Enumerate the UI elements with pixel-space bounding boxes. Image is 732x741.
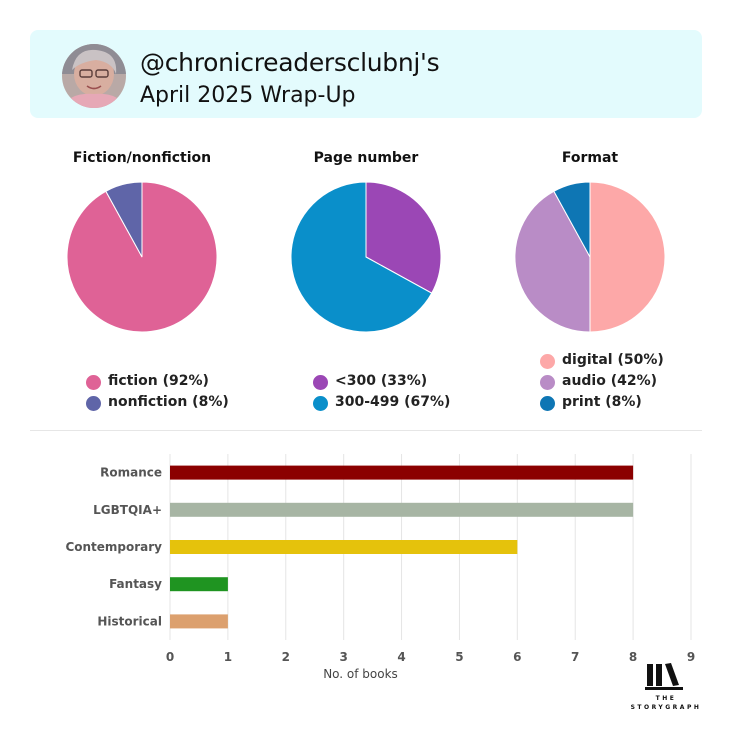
pie-slice-0[interactable] — [365, 181, 442, 294]
y-category-label: Historical — [97, 614, 162, 628]
pie-slice-1[interactable] — [105, 181, 143, 258]
legend-swatch — [540, 375, 555, 390]
x-tick-label: 8 — [629, 650, 637, 664]
pie-fiction-nonfiction: Fiction/nonfiction — [42, 150, 242, 420]
legend-swatch — [313, 375, 328, 390]
legend-swatch — [313, 396, 328, 411]
y-category-label: Fantasy — [109, 577, 162, 591]
user-handle: @chronicreadersclubnj's — [140, 48, 440, 77]
section-divider — [30, 430, 702, 431]
legend-swatch — [86, 375, 101, 390]
pie-chart — [290, 181, 442, 333]
logo-text-storygraph: STORYGRAPH — [630, 704, 702, 711]
x-tick-label: 5 — [455, 650, 463, 664]
legend-label: nonfiction (8%) — [108, 394, 229, 410]
bar-lgbtqia-[interactable] — [170, 502, 634, 517]
pie-slice-0[interactable] — [589, 181, 666, 333]
legend-swatch — [86, 396, 101, 411]
x-tick-label: 3 — [339, 650, 347, 664]
legend-label: print (8%) — [562, 394, 642, 410]
x-tick-label: 7 — [571, 650, 579, 664]
x-tick-label: 6 — [513, 650, 521, 664]
bar-historical[interactable] — [170, 614, 228, 629]
pie-slice-2[interactable] — [553, 181, 591, 258]
legend-label: 300-499 (67%) — [335, 394, 451, 410]
x-tick-label: 9 — [687, 650, 695, 664]
legend-label: digital (50%) — [562, 352, 664, 368]
storygraph-logo[interactable]: THE STORYGRAPH — [626, 660, 706, 715]
x-tick-label: 0 — [166, 650, 174, 664]
y-category-label: LGBTQIA+ — [93, 503, 162, 517]
pie-slice-1[interactable] — [514, 190, 591, 333]
x-tick-label: 2 — [282, 650, 290, 664]
page-title: April 2025 Wrap-Up — [140, 83, 356, 108]
pie-format: Format — [490, 150, 690, 420]
y-category-label: Romance — [100, 466, 162, 480]
logo-text-the: THE — [655, 695, 677, 702]
pie-title: Page number — [313, 150, 419, 166]
legend-label: audio (42%) — [562, 373, 658, 389]
wrapup-header: @chronicreadersclubnj's April 2025 Wrap-… — [30, 30, 702, 118]
pie-title: Format — [561, 150, 619, 166]
avatar[interactable] — [62, 44, 126, 108]
bar-fantasy[interactable] — [170, 577, 228, 592]
bar-romance[interactable] — [170, 465, 634, 480]
pie-title: Fiction/nonfiction — [72, 150, 212, 166]
x-tick-label: 1 — [224, 650, 232, 664]
storygraph-logo-icon — [645, 663, 683, 690]
legend-label: <300 (33%) — [335, 373, 428, 389]
pie-chart — [514, 181, 666, 333]
bar-contemporary[interactable] — [170, 540, 518, 554]
legend-swatch — [540, 396, 555, 411]
legend-label: fiction (92%) — [108, 373, 209, 389]
pie-slice-1[interactable] — [290, 181, 433, 333]
legend-swatch — [540, 354, 555, 369]
x-tick-label: 4 — [397, 650, 405, 664]
y-category-label: Contemporary — [65, 540, 162, 554]
pie-page-number: Page number — [266, 150, 466, 420]
genre-bar-chart: 0 1 2 3 4 5 6 7 8 9 Romance LGBTQIA+ Contemporary Fan… — [65, 454, 695, 681]
x-axis-label: No. of books — [323, 667, 398, 681]
pie-chart — [66, 181, 218, 333]
